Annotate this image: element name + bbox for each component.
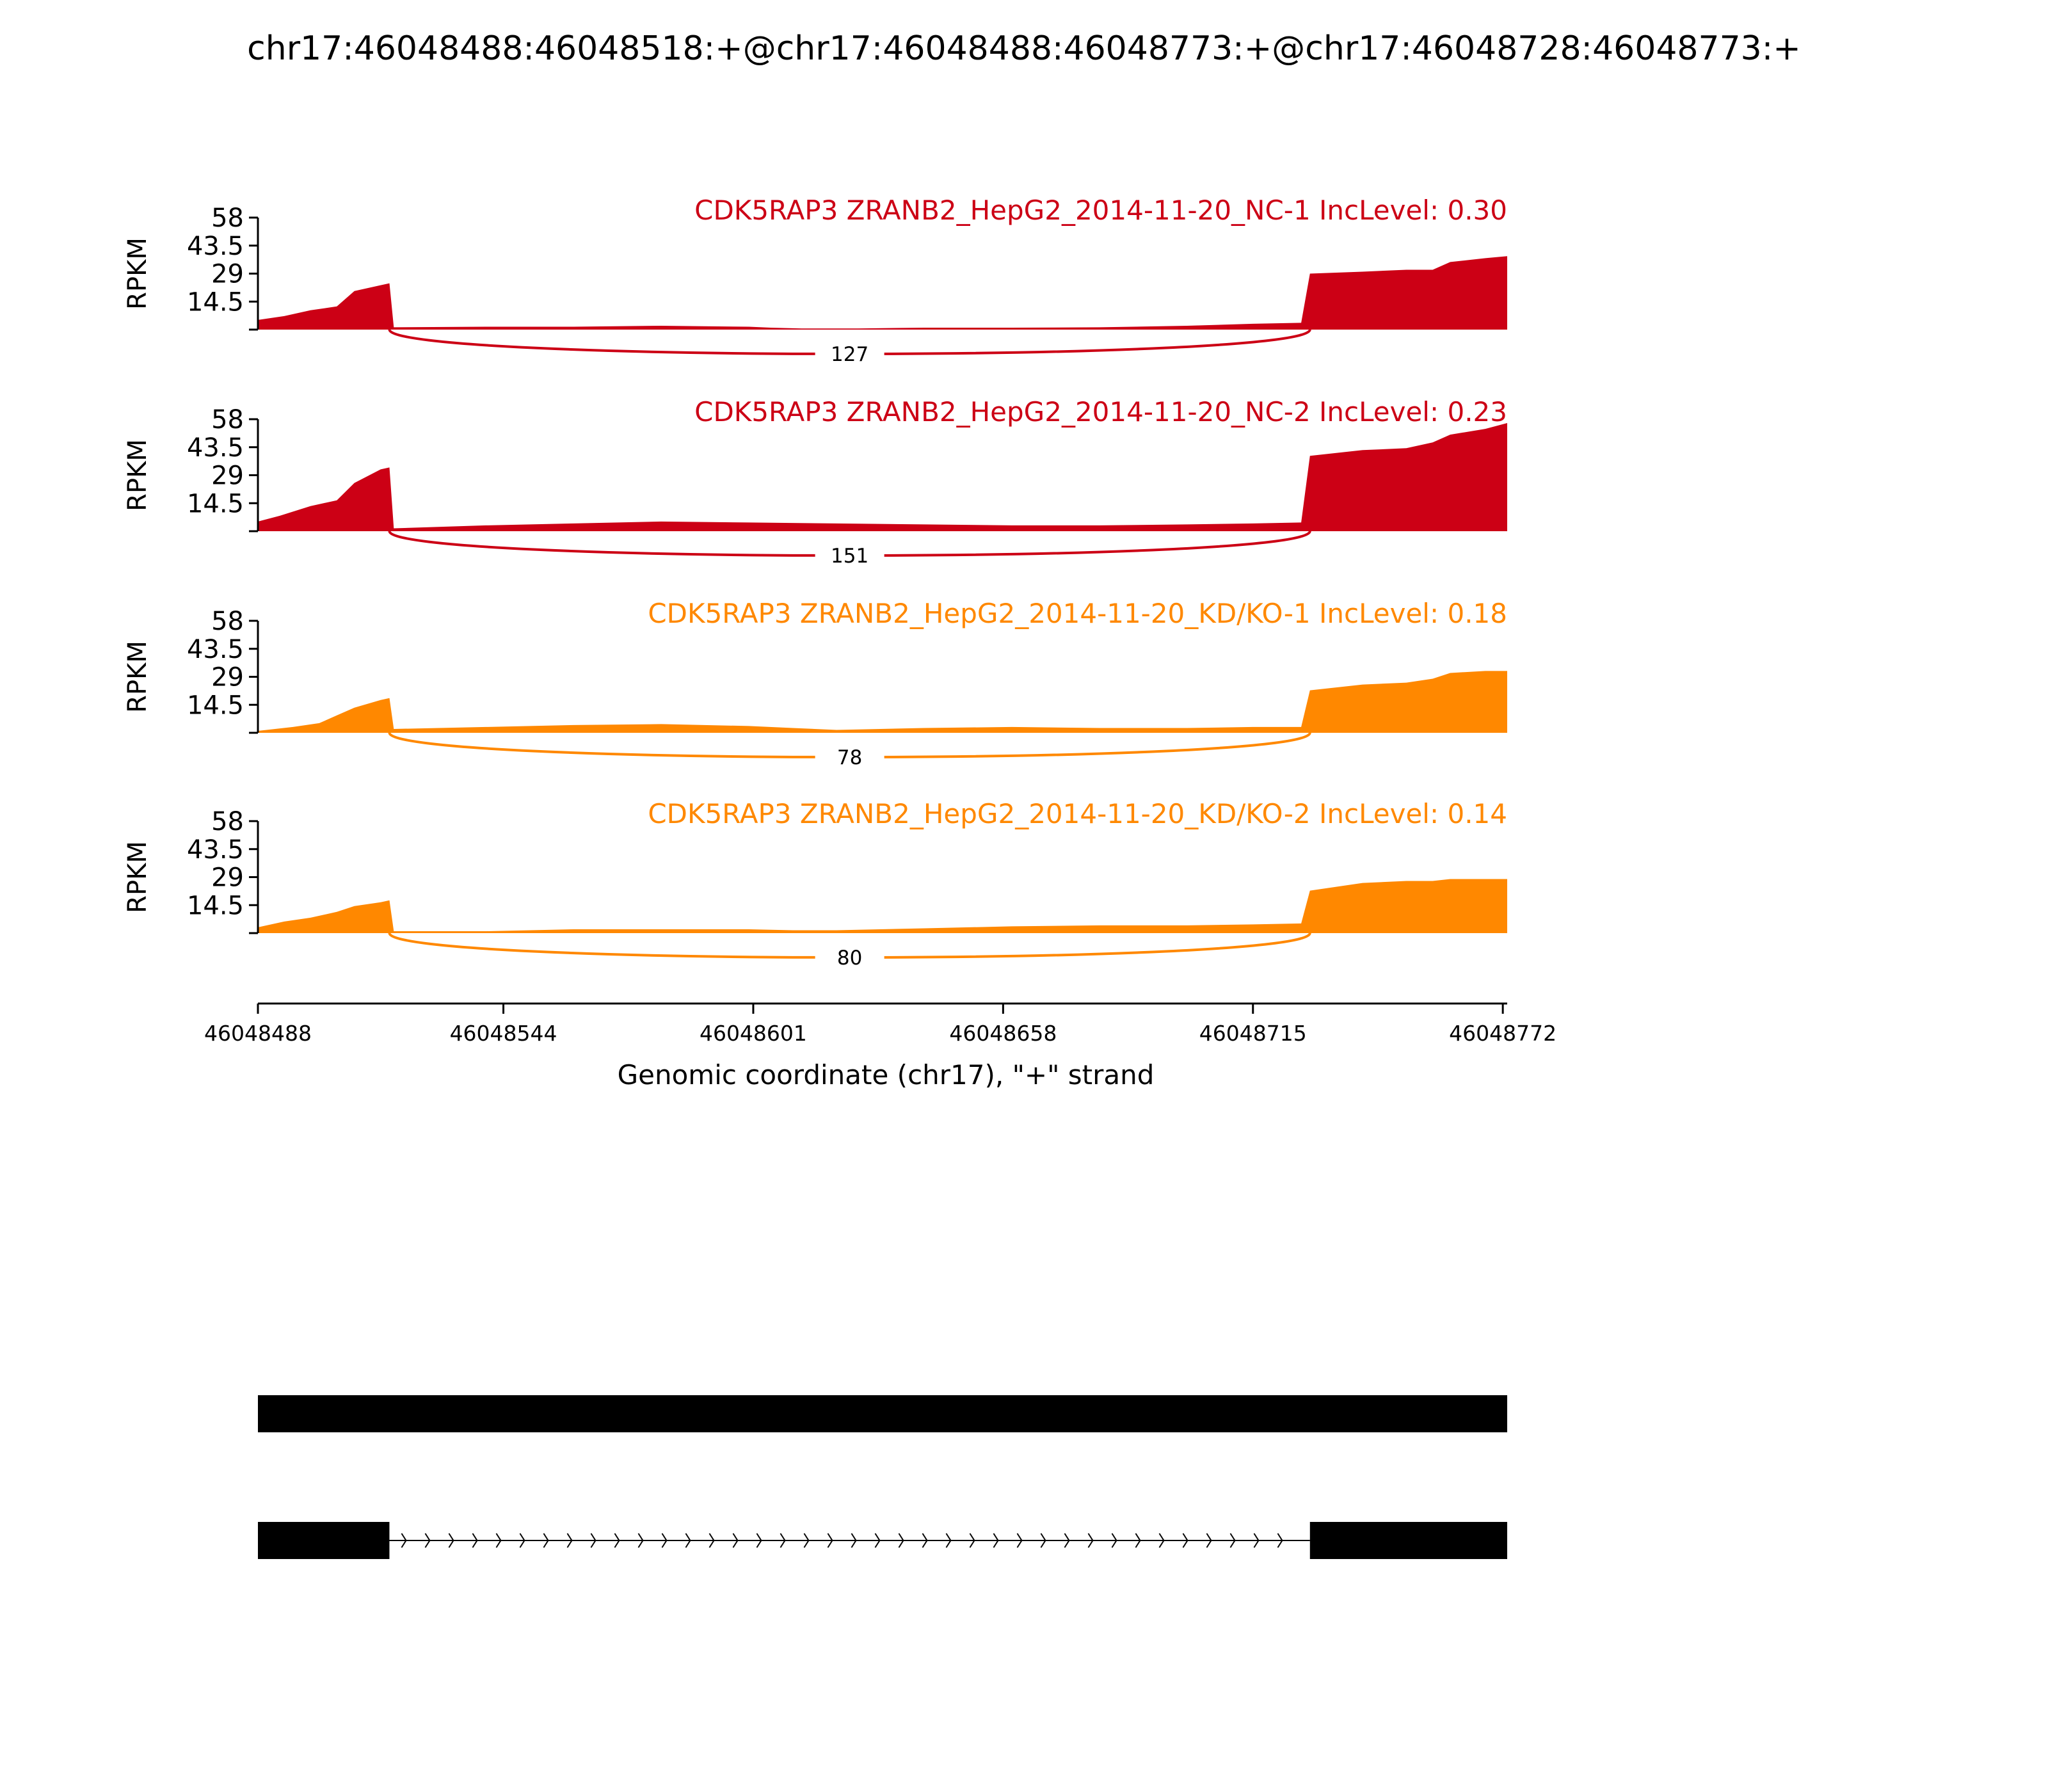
y-tick-label: 58 <box>211 405 244 435</box>
coverage-area <box>258 671 1507 733</box>
strand-arrow-icon <box>874 1533 881 1548</box>
sample-label: CDK5RAP3 ZRANB2_HepG2_2014-11-20_NC-1 In… <box>694 195 1507 226</box>
strand-arrow-icon <box>1158 1533 1165 1548</box>
y-tick-label: 14.5 <box>187 489 244 518</box>
y-axis-label: RPKM <box>123 841 152 913</box>
x-tick-label: 46048488 <box>204 1021 312 1046</box>
strand-arrow-icon <box>827 1533 833 1548</box>
strand-arrow-icon <box>1182 1533 1188 1548</box>
coverage-area <box>258 879 1507 933</box>
x-tick-label: 46048715 <box>1199 1021 1307 1046</box>
x-tick-label: 46048772 <box>1449 1021 1556 1046</box>
junction-label-bg <box>815 743 884 771</box>
strand-arrow-icon <box>1253 1533 1260 1548</box>
junction-count-label: 127 <box>831 343 868 366</box>
strand-arrow-icon <box>590 1533 596 1548</box>
y-tick-label: 14.5 <box>187 691 244 720</box>
strand-arrow-icon <box>803 1533 810 1548</box>
strand-arrow-icon <box>614 1533 620 1548</box>
y-tick-label: 29 <box>211 863 244 893</box>
strand-arrow-icon <box>732 1533 739 1548</box>
gene-models <box>258 1395 1507 1559</box>
strand-arrow-icon <box>756 1533 762 1548</box>
sample-label: CDK5RAP3 ZRANB2_HepG2_2014-11-20_KD/KO-1… <box>648 598 1507 629</box>
junction-count-label: 80 <box>837 947 862 970</box>
coverage-area <box>258 423 1507 531</box>
y-tick-label: 58 <box>211 807 244 836</box>
strand-arrow-icon <box>780 1533 786 1548</box>
y-tick-label: 58 <box>211 607 244 636</box>
strand-arrow-icon <box>401 1533 407 1548</box>
x-tick-label: 46048601 <box>700 1021 807 1046</box>
x-axis: 46048488 46048544 46048601 46048658 46048715… <box>204 1002 1556 1046</box>
strand-arrow-icon <box>495 1533 502 1548</box>
x-axis-label: Genomic coordinate (chr17), "+" strand <box>618 1059 1155 1091</box>
y-tick-label: 29 <box>211 663 244 692</box>
strand-arrow-icon <box>708 1533 715 1548</box>
x-tick-label: 46048544 <box>450 1021 557 1046</box>
y-tick-label: 43.5 <box>187 232 244 261</box>
y-tick-label: 29 <box>211 461 244 491</box>
strand-arrow-icon <box>898 1533 904 1548</box>
strand-arrow-icon <box>543 1533 549 1548</box>
y-axis-label: RPKM <box>123 237 152 310</box>
y-tick-label: 29 <box>211 260 244 289</box>
strand-arrow-icon <box>424 1533 431 1548</box>
y-axis-label: RPKM <box>123 641 152 713</box>
strand-arrow-icon <box>519 1533 525 1548</box>
sample-label: CDK5RAP3 ZRANB2_HepG2_2014-11-20_NC-2 In… <box>694 396 1507 428</box>
junction-count-label: 78 <box>837 746 862 769</box>
junction-label-bg <box>815 541 884 570</box>
isoform-skip-exon-1 <box>258 1522 390 1559</box>
strand-arrow-icon <box>1016 1533 1023 1548</box>
strand-arrow-icon <box>1135 1533 1141 1548</box>
y-tick-label: 43.5 <box>187 433 244 463</box>
figure-title: chr17:46048488:46048518:+@chr17:46048488… <box>247 29 1801 68</box>
strand-arrow-icon <box>851 1533 857 1548</box>
y-tick-label: 43.5 <box>187 835 244 865</box>
strand-arrow-icon <box>993 1533 999 1548</box>
strand-arrow-icon <box>1206 1533 1212 1548</box>
strand-arrow-icon <box>637 1533 644 1548</box>
y-axis-label: RPKM <box>123 439 152 511</box>
strand-arrow-icon <box>685 1533 691 1548</box>
strand-arrow-icon <box>969 1533 975 1548</box>
strand-arrow-icon <box>922 1533 928 1548</box>
sample-label: CDK5RAP3 ZRANB2_HepG2_2014-11-20_KD/KO-2… <box>648 798 1507 829</box>
strand-arrow-icon <box>1040 1533 1046 1548</box>
isoform-skip-exon-2 <box>1309 1522 1507 1559</box>
strand-arrow-icon <box>1087 1533 1094 1548</box>
y-tick-label: 14.5 <box>187 287 244 317</box>
strand-arrow-icon <box>472 1533 478 1548</box>
strand-arrow-icon <box>1064 1533 1070 1548</box>
isoform-inclusion-exon <box>258 1395 1507 1432</box>
strand-arrow-icon <box>661 1533 668 1548</box>
strand-arrow-icon <box>566 1533 573 1548</box>
y-tick-label: 43.5 <box>187 635 244 664</box>
y-tick-label: 14.5 <box>187 891 244 920</box>
strand-arrow-icon <box>1111 1533 1117 1548</box>
x-tick-label: 46048658 <box>949 1021 1057 1046</box>
strand-arrow-icon <box>1277 1533 1283 1548</box>
strand-arrow-icon <box>1229 1533 1236 1548</box>
junction-count-label: 151 <box>831 545 868 568</box>
junction-label-bg <box>815 943 884 972</box>
junction-label-bg <box>815 340 884 368</box>
coverage-area <box>258 256 1507 330</box>
y-tick-label: 58 <box>211 204 244 233</box>
strand-arrow-icon <box>945 1533 952 1548</box>
strand-arrow-icon <box>448 1533 454 1548</box>
